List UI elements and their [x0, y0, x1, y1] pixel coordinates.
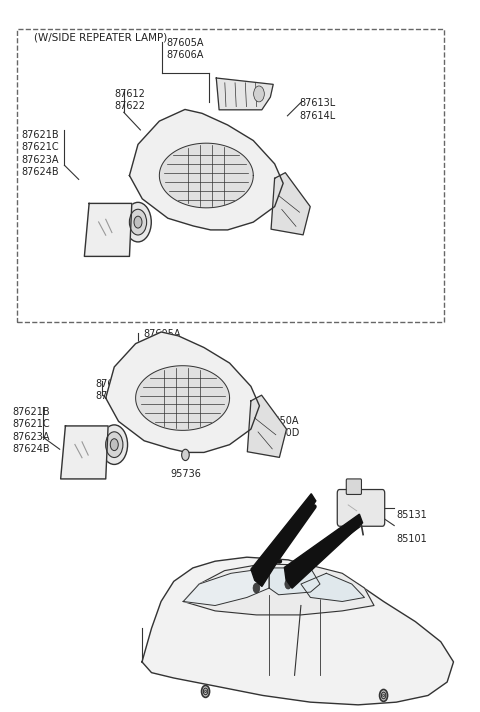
- Text: 95736: 95736: [170, 469, 201, 479]
- Circle shape: [380, 689, 387, 701]
- Circle shape: [181, 449, 189, 461]
- Circle shape: [253, 86, 264, 102]
- Bar: [17, 29, 444, 322]
- Text: (W/SIDE REPEATER LAMP): (W/SIDE REPEATER LAMP): [34, 33, 167, 43]
- Circle shape: [110, 439, 118, 451]
- Polygon shape: [269, 568, 320, 595]
- Circle shape: [382, 692, 386, 698]
- Circle shape: [253, 583, 260, 593]
- Circle shape: [129, 209, 146, 235]
- Polygon shape: [136, 366, 229, 430]
- Text: 85131: 85131: [396, 510, 427, 520]
- Polygon shape: [183, 564, 374, 615]
- Text: 87621B
87621C
87623A
87624B: 87621B 87621C 87623A 87624B: [22, 130, 60, 177]
- FancyBboxPatch shape: [346, 479, 361, 494]
- Polygon shape: [106, 332, 260, 452]
- Polygon shape: [216, 78, 273, 110]
- Polygon shape: [142, 557, 454, 705]
- Circle shape: [134, 216, 142, 228]
- Text: 87605A
87606A: 87605A 87606A: [143, 329, 180, 352]
- Polygon shape: [301, 573, 364, 602]
- Text: 87650A
87660D: 87650A 87660D: [261, 416, 300, 439]
- Polygon shape: [284, 514, 362, 588]
- Circle shape: [204, 690, 206, 693]
- Polygon shape: [159, 143, 253, 208]
- Text: 87605A
87606A: 87605A 87606A: [167, 38, 204, 61]
- FancyBboxPatch shape: [337, 490, 384, 526]
- Polygon shape: [251, 493, 316, 587]
- Text: 87612
87622: 87612 87622: [96, 379, 126, 401]
- Circle shape: [106, 431, 123, 458]
- Polygon shape: [84, 204, 132, 256]
- Circle shape: [285, 579, 291, 589]
- Polygon shape: [130, 110, 283, 230]
- Text: 85101: 85101: [396, 534, 427, 544]
- Circle shape: [202, 686, 210, 697]
- Circle shape: [383, 694, 384, 697]
- Circle shape: [204, 688, 208, 695]
- Circle shape: [101, 425, 128, 464]
- Polygon shape: [60, 426, 108, 479]
- Text: 87612
87622: 87612 87622: [114, 89, 145, 111]
- Polygon shape: [247, 395, 287, 457]
- Circle shape: [125, 202, 151, 242]
- Text: 87621B
87621C
87623A
87624B: 87621B 87621C 87623A 87624B: [12, 407, 50, 454]
- Polygon shape: [271, 173, 310, 235]
- Polygon shape: [183, 568, 269, 605]
- Text: 87613L
87614L: 87613L 87614L: [300, 98, 336, 120]
